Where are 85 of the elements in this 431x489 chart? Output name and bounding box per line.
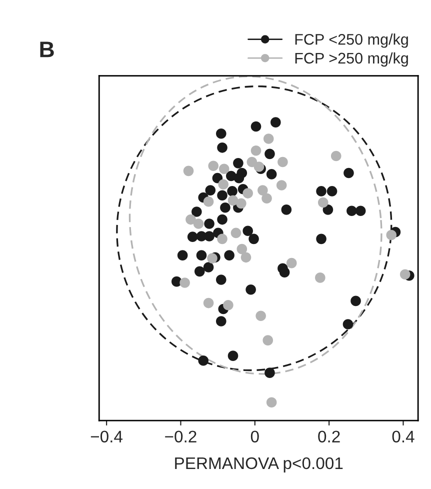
point [236,244,248,254]
point [278,156,288,168]
point [187,232,198,242]
point [217,214,228,225]
point [346,206,357,216]
point [177,250,188,260]
point [183,166,194,176]
point [224,250,234,260]
legend-label: FCP >250 mg/kg [295,52,408,67]
x-tick-label: 0.2 [318,430,340,443]
point [248,234,259,244]
point [281,204,292,215]
point [266,397,277,408]
point [316,234,326,244]
point [228,195,238,206]
point [228,350,238,361]
point [264,148,275,160]
point [205,185,216,196]
point [344,168,354,178]
point [350,296,361,306]
point [279,267,290,278]
point [256,310,266,322]
point [355,206,366,216]
point [242,188,253,198]
point [262,193,272,204]
point [220,202,230,213]
point [263,134,274,144]
point [216,128,226,139]
point [246,156,258,168]
point [217,142,228,153]
point [204,231,214,242]
point [322,204,334,215]
point [216,274,226,285]
point [262,335,274,346]
point [180,278,190,288]
point [192,206,202,217]
point [326,186,338,196]
point [223,300,234,310]
point [198,355,208,366]
point [207,253,218,264]
point [203,262,214,272]
point [227,186,238,196]
point [386,230,397,240]
point [208,160,219,172]
point [217,234,228,244]
point [236,198,246,209]
point [203,196,214,207]
legend-label: FCP <250 mg/kg [295,34,408,48]
x-tick-label: −0.4 [90,430,123,443]
point [216,316,226,326]
x-tick-label: 0 [250,430,259,443]
point [316,186,326,196]
text: B [40,42,54,58]
point [246,284,256,295]
point [258,185,268,196]
point [203,298,214,308]
x-tick-label: 0.4 [392,430,414,443]
point [196,250,207,260]
point [266,169,277,180]
point [234,172,244,184]
point [230,228,242,238]
point [276,180,287,190]
point [212,172,223,184]
point [264,368,275,378]
point [342,319,354,330]
point [217,190,228,201]
x-axis-title: PERMANOVA p<0.001 [175,457,343,472]
point [250,146,262,156]
point [186,214,196,225]
point [250,121,262,132]
point [218,164,230,174]
point [315,272,326,283]
point [242,226,253,236]
point [218,179,229,190]
point [270,117,281,128]
point [330,150,342,162]
point [286,258,297,268]
point [204,218,214,229]
point [400,269,410,280]
x-tick-label: −0.2 [165,430,196,443]
point [318,197,328,208]
point [240,252,252,263]
point [194,266,205,277]
point [233,158,244,168]
point [193,218,204,229]
